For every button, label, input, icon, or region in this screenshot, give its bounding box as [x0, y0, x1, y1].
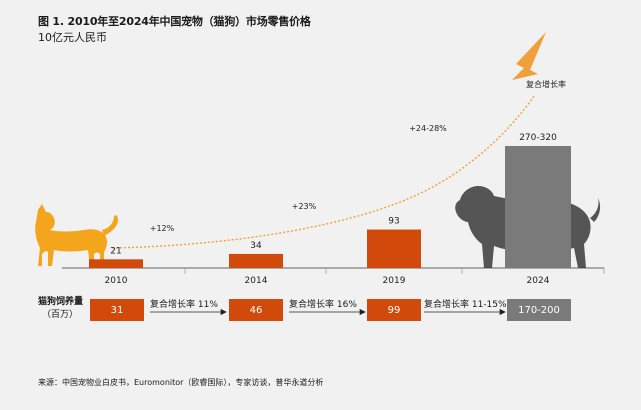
trend-curve: [111, 94, 536, 249]
x-tick-label-2024: 2024: [527, 276, 550, 286]
population-growth-1: 复合增长率 11%: [150, 300, 218, 310]
bar-value-label-2010: 21: [110, 246, 121, 256]
x-tick-label-2010: 2010: [105, 276, 128, 286]
x-tick-label-2019: 2019: [383, 276, 406, 286]
bar-2010: [89, 259, 143, 268]
population-box-2014: 46: [229, 299, 283, 321]
population-box-2010: 31: [90, 299, 144, 321]
x-axis-dividers: [184, 268, 605, 274]
bar-value-label-2024: 270-320: [519, 133, 557, 143]
growth-annotation-2: +23%: [292, 202, 317, 211]
growth-arrow-icon: [512, 32, 546, 80]
x-tick-label-2014: 2014: [245, 276, 268, 286]
x-tick-labels-group: 2010 2014 2019 2024: [105, 276, 550, 286]
population-label-main: 猫狗饲养量: [38, 297, 84, 307]
trend-label: 复合增长率: [526, 79, 566, 89]
population-box-2024: 170-200: [507, 299, 571, 321]
bars-group: [89, 146, 571, 268]
source-note: 来源：中国宠物业白皮书，Euromonitor（欧睿国际），专家访谈，普华永道分…: [38, 378, 324, 387]
population-label: 猫狗饲养量 （百万）: [38, 296, 83, 322]
bar-2014: [229, 253, 283, 268]
value-labels-group: 21 34 93 270-320: [110, 133, 557, 256]
bar-value-label-2014: 34: [250, 241, 262, 251]
population-label-unit: （百万）: [42, 310, 79, 320]
bar-value-label-2019: 93: [388, 217, 399, 227]
bar-2019: [367, 229, 421, 268]
chart-unit: 10亿元人民币: [38, 31, 107, 44]
population-growth-3: 复合增长率 11-15%: [424, 300, 507, 310]
population-growth-2: 复合增长率 16%: [289, 300, 357, 310]
population-box-2019: 99: [367, 299, 421, 321]
growth-annotation-1: +12%: [150, 224, 175, 233]
growth-annotation-3: +24-28%: [409, 124, 447, 133]
cat-silhouette-icon: [35, 204, 118, 266]
bar-2024: [505, 146, 571, 268]
chart-title: 图 1. 2010年至2024年中国宠物（猫狗）市场零售价格: [38, 15, 311, 28]
